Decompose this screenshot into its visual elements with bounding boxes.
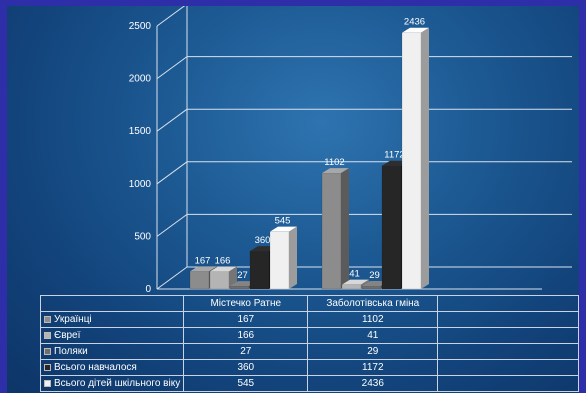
table-cell: 29 (307, 343, 439, 360)
data-label: 166 (215, 256, 231, 267)
y-tick-label: 2000 (129, 74, 152, 85)
bar-top (210, 266, 237, 272)
data-label: 1172 (384, 150, 404, 161)
table-column-header: Заболотівська гміна (307, 295, 439, 312)
table-column-header (437, 295, 579, 312)
table-cell: 1172 (307, 359, 439, 376)
row-header: Всього дітей шкільного віку (39, 375, 185, 392)
bar-side (341, 168, 349, 289)
bar (361, 285, 382, 290)
bar (341, 284, 362, 290)
data-label: 29 (369, 270, 380, 281)
data-label: 27 (237, 270, 248, 281)
row-label: Всього навчалося (54, 362, 137, 373)
table-cell (437, 311, 579, 328)
table-row: Всього навчалося 360 1172 (39, 359, 579, 376)
y-tick-label: 1500 (129, 126, 152, 137)
gridline (156, 213, 188, 237)
y-tick-label: 2500 (129, 21, 152, 32)
bar-top (342, 279, 369, 285)
table-row: Поляки 27 29 (39, 343, 579, 360)
data-table: Містечко Ратне Заболотівська гміна Украї… (39, 295, 579, 392)
bar-top (402, 27, 429, 33)
bar (249, 250, 270, 290)
table-cell: 545 (183, 375, 309, 392)
gridline (156, 6, 186, 27)
bar-chart: 0 500 1000 1500 2000 2500 167 166 27 360 545 1102 41… (129, 6, 572, 295)
table-cell: 41 (307, 327, 439, 344)
bar-side (421, 27, 429, 290)
bar (401, 32, 422, 290)
row-label: Поляки (54, 346, 88, 357)
gridline (156, 161, 188, 185)
bar (269, 231, 290, 290)
table-cell: 2436 (307, 375, 439, 392)
row-label: Євреї (54, 330, 81, 341)
table-cell: 27 (183, 343, 309, 360)
gridline (156, 266, 188, 290)
bar-top (190, 266, 217, 272)
row-label: Українці (54, 314, 92, 325)
data-label: 1102 (324, 157, 344, 168)
row-label: Всього дітей шкільного віку (54, 378, 181, 389)
row-header: Українці (39, 311, 185, 328)
bar (381, 165, 402, 290)
table-cell (437, 343, 579, 360)
chart-slide: 0 500 1000 1500 2000 2500 167 166 27 360 545 1102 41… (7, 6, 579, 393)
table-cell (437, 375, 579, 392)
table-cell: 360 (183, 359, 309, 376)
table-header-row: Містечко Ратне Заболотівська гміна (39, 295, 579, 312)
y-tick-label: 1000 (129, 179, 152, 190)
legend-key-icon (44, 315, 51, 323)
table-row: Всього дітей шкільного віку 545 2436 (39, 375, 579, 392)
data-label: 2436 (404, 17, 425, 28)
bar-top (270, 226, 297, 232)
table-column-header: Містечко Ратне (183, 295, 309, 312)
table-corner-cell (39, 295, 185, 312)
bar (209, 271, 230, 290)
gridline (156, 108, 188, 132)
bar-side (289, 226, 297, 289)
row-header: Всього навчалося (39, 359, 185, 376)
table-cell (437, 327, 579, 344)
table-cell: 167 (183, 311, 309, 328)
y-tick-label: 500 (134, 231, 151, 242)
bar (321, 172, 342, 290)
legend-key-icon (44, 379, 51, 387)
table-cell: 1102 (307, 311, 439, 328)
legend-key-icon (44, 363, 51, 371)
bar (189, 271, 210, 290)
row-header: Поляки (39, 343, 185, 360)
row-header: Євреї (39, 327, 185, 344)
legend-key-icon (44, 347, 51, 355)
data-label: 41 (349, 269, 360, 280)
bar (229, 285, 250, 290)
data-label: 545 (275, 216, 291, 227)
table-row: Українці 167 1102 (39, 311, 579, 328)
bar-top (322, 168, 349, 174)
gridline (156, 56, 188, 80)
table-cell: 166 (183, 327, 309, 344)
data-label: 360 (255, 235, 271, 246)
table-cell (437, 359, 579, 376)
data-label: 167 (195, 255, 211, 266)
legend-key-icon (44, 331, 51, 339)
y-tick-label: 0 (145, 284, 151, 295)
table-row: Євреї 166 41 (39, 327, 579, 344)
